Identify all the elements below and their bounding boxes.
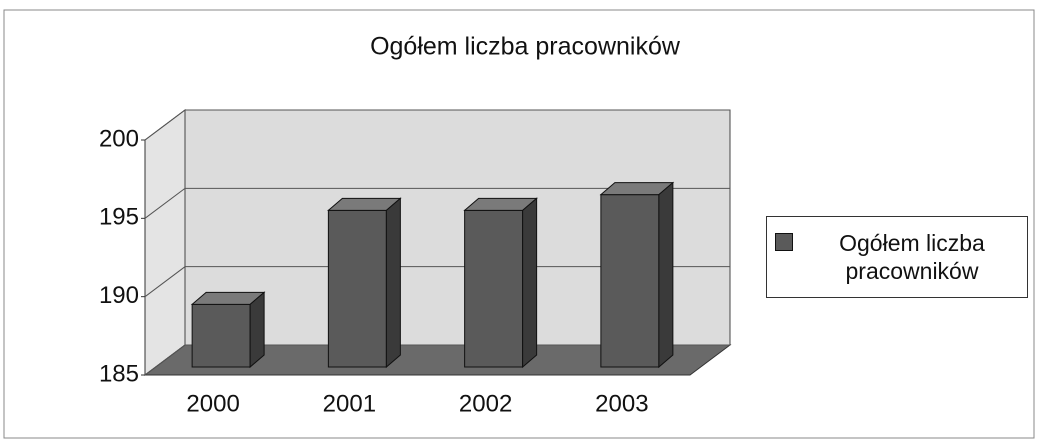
legend-label: Ogółem liczba pracowników — [839, 230, 985, 284]
grid-line — [144, 344, 730, 376]
bar-side — [522, 197, 538, 369]
y-tick-label: 190 — [99, 282, 139, 309]
bar-side — [385, 197, 401, 369]
x-tick-label: 2002 — [459, 390, 512, 417]
chart-border — [3, 9, 1035, 439]
bar-side — [658, 181, 674, 369]
grid-line — [144, 266, 730, 298]
bar — [327, 209, 387, 368]
bar — [600, 194, 660, 368]
bar — [464, 209, 524, 368]
x-tick-label: 2000 — [186, 390, 239, 417]
bar — [191, 303, 251, 368]
grid-line — [144, 187, 730, 219]
x-tick-label: 2001 — [323, 390, 376, 417]
side-wall — [144, 109, 186, 376]
chart-title: Ogółem liczba pracowników — [370, 33, 681, 61]
x-tick-label: 2003 — [595, 390, 648, 417]
y-tick-label: 185 — [99, 360, 139, 387]
y-tick-label: 200 — [99, 125, 139, 152]
bar-side — [249, 291, 265, 369]
legend: Ogółem liczba pracowników — [766, 216, 1028, 298]
grid-line — [144, 109, 730, 141]
y-tick-label: 195 — [99, 204, 139, 231]
legend-swatch — [775, 233, 793, 251]
